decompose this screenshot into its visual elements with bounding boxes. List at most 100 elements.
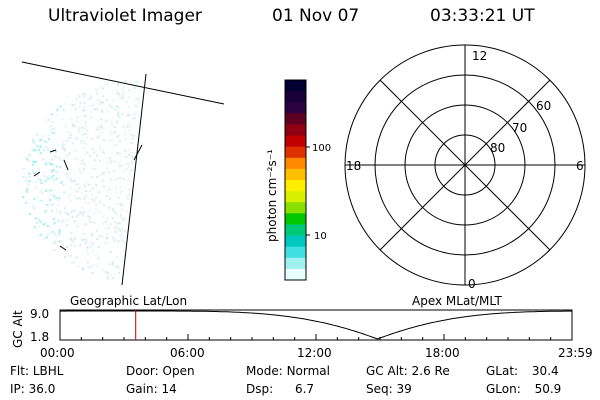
emission-pixel <box>85 182 88 185</box>
emission-pixel <box>33 207 36 210</box>
emission-pixel <box>67 131 70 134</box>
emission-pixel <box>75 149 77 152</box>
emission-pixel <box>64 206 67 209</box>
emission-pixel <box>59 221 62 224</box>
emission-pixel <box>74 209 77 212</box>
emission-pixel <box>82 139 85 142</box>
emission-pixel <box>93 159 96 162</box>
emission-pixel <box>126 210 129 213</box>
emission-pixel <box>122 85 125 88</box>
emission-pixel <box>117 111 120 114</box>
emission-pixel <box>58 229 61 231</box>
emission-pixel <box>51 121 54 124</box>
emission-pixel <box>83 95 86 98</box>
emission-pixel <box>121 113 124 116</box>
emission-pixel <box>47 118 50 121</box>
emission-pixel <box>44 208 47 211</box>
mlt-label-12: 12 <box>472 49 487 63</box>
emission-pixel <box>114 212 117 215</box>
emission-pixel <box>91 137 94 139</box>
emission-pixel <box>66 219 69 222</box>
emission-pixel <box>83 162 86 165</box>
emission-pixel <box>26 157 29 160</box>
emission-pixel <box>117 92 120 95</box>
emission-pixel <box>64 149 67 152</box>
emission-pixel <box>26 190 28 193</box>
emission-pixel <box>124 149 127 152</box>
emission-pixel <box>85 223 88 226</box>
emission-pixel <box>39 189 42 192</box>
emission-pixel <box>25 179 28 182</box>
emission-pixel <box>51 168 54 171</box>
emission-pixel <box>73 125 76 128</box>
emission-pixel <box>50 204 53 206</box>
emission-pixel <box>66 246 68 248</box>
emission-pixel <box>75 198 78 201</box>
emission-pixel <box>83 102 86 105</box>
emission-pixel <box>90 117 93 119</box>
emission-pixel <box>35 149 38 152</box>
emission-pixel <box>66 139 69 142</box>
colorbar-band <box>285 157 306 170</box>
door-key: Door: <box>126 364 159 378</box>
colorbar-band <box>285 113 306 126</box>
emission-pixel <box>127 96 130 99</box>
emission-pixel <box>56 108 59 111</box>
emission-pixel <box>46 233 49 236</box>
emission-pixel <box>90 104 93 107</box>
colorbar-unit-label: photon cm⁻²s⁻¹ <box>265 149 279 242</box>
emission-pixel <box>133 86 136 89</box>
emission-pixel <box>122 125 125 128</box>
emission-pixel <box>86 246 89 249</box>
emission-pixel <box>114 126 117 129</box>
emission-pixel <box>83 197 86 200</box>
emission-pixel <box>82 168 85 171</box>
emission-pixel <box>98 211 101 213</box>
emission-pixel <box>83 93 86 96</box>
emission-pixel <box>78 127 81 130</box>
emission-pixel <box>122 178 125 181</box>
emission-pixel <box>123 230 126 233</box>
emission-pixel <box>123 241 126 244</box>
emission-pixel <box>84 193 87 196</box>
emission-pixel <box>67 213 70 216</box>
emission-pixel <box>38 148 41 151</box>
emission-pixel <box>124 80 127 83</box>
emission-pixel <box>116 202 119 205</box>
geo-latlon-label: Geographic Lat/Lon <box>70 294 187 308</box>
emission-pixel <box>42 223 45 226</box>
altitude-timeline <box>59 309 573 341</box>
emission-pixel <box>98 235 101 238</box>
emission-pixel <box>27 159 30 162</box>
emission-pixel <box>76 116 79 119</box>
emission-pixel <box>97 246 100 249</box>
emission-pixel <box>62 219 65 222</box>
emission-pixel <box>76 120 79 123</box>
emission-pixel <box>82 210 85 213</box>
emission-pixel <box>125 168 128 171</box>
emission-pixel <box>53 218 55 221</box>
emission-pixel <box>81 133 84 136</box>
emission-pixel <box>95 203 98 206</box>
emission-pixel <box>95 92 98 95</box>
emission-pixel <box>96 154 99 157</box>
emission-pixel <box>134 112 137 115</box>
emission-pixel <box>61 220 64 223</box>
emission-pixel <box>120 96 123 99</box>
emission-pixel <box>90 265 93 268</box>
colorbar-band <box>285 102 306 114</box>
emission-pixel <box>83 114 86 117</box>
emission-pixel <box>82 238 85 241</box>
colorbar-band <box>285 202 306 214</box>
emission-pixel <box>38 167 41 170</box>
emission-pixel <box>102 185 105 188</box>
emission-pixel <box>121 219 124 222</box>
filter-value: LBHL <box>32 364 64 378</box>
emission-pixel <box>54 155 57 158</box>
emission-pixel <box>131 118 134 121</box>
emission-pixel <box>112 261 115 264</box>
emission-pixel <box>48 189 51 192</box>
emission-pixel <box>40 139 43 142</box>
emission-pixel <box>93 108 96 111</box>
emission-pixel <box>86 151 89 154</box>
